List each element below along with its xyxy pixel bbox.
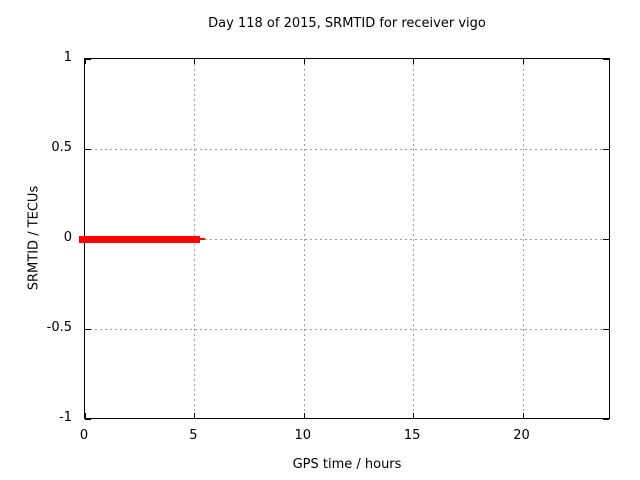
plot-area bbox=[79, 58, 610, 420]
y-gridline bbox=[85, 239, 609, 240]
chart-title: Day 118 of 2015, SRMTID for receiver vig… bbox=[208, 16, 486, 31]
x-tick-label: 10 bbox=[294, 428, 312, 443]
x-tick-label: 0 bbox=[79, 428, 89, 443]
y-tick-left bbox=[85, 329, 91, 330]
y-gridline bbox=[85, 329, 609, 330]
y-tick-label: -0.5 bbox=[46, 320, 72, 335]
series-srmtid-segment bbox=[197, 238, 206, 240]
x-tick-top bbox=[413, 59, 415, 64]
x-gridline bbox=[413, 59, 415, 418]
y-gridline bbox=[85, 149, 609, 150]
x-tick-top bbox=[194, 59, 196, 64]
y-tick-label: 1 bbox=[63, 50, 72, 65]
y-tick-label: -1 bbox=[59, 410, 72, 425]
y-tick-right bbox=[603, 149, 609, 150]
x-tick-bottom bbox=[303, 413, 305, 418]
y-tick-left bbox=[85, 59, 91, 60]
x-tick-top bbox=[522, 59, 524, 64]
x-gridline bbox=[522, 59, 524, 418]
y-tick-right bbox=[603, 59, 609, 60]
x-tick-top bbox=[85, 59, 86, 64]
x-tick-bottom bbox=[194, 413, 196, 418]
x-axis-label: GPS time / hours bbox=[292, 457, 402, 472]
y-tick-label: 0.5 bbox=[51, 140, 72, 155]
y-tick-right bbox=[603, 239, 609, 240]
x-tick-bottom bbox=[413, 413, 415, 418]
y-tick-right bbox=[603, 329, 609, 330]
series-srmtid-segment bbox=[79, 235, 200, 243]
x-tick-label: 5 bbox=[189, 428, 198, 443]
x-tick-top bbox=[303, 59, 305, 64]
x-tick-bottom bbox=[522, 413, 524, 418]
x-gridline bbox=[303, 59, 305, 418]
x-tick-label: 15 bbox=[403, 428, 421, 443]
y-tick-right bbox=[603, 419, 609, 420]
y-tick-left bbox=[85, 149, 91, 150]
y-tick-left bbox=[85, 419, 91, 420]
x-tick-label: 20 bbox=[513, 428, 530, 443]
y-tick-label: 0 bbox=[63, 230, 72, 245]
x-tick-bottom bbox=[85, 413, 86, 418]
